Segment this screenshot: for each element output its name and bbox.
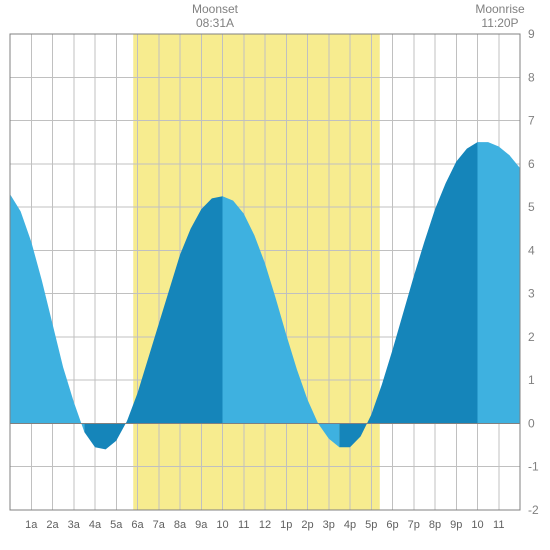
x-tick-label: 10 [471, 519, 483, 531]
chart-svg: -2-101234567891a2a3a4a5a6a7a8a9a1011121p… [0, 0, 550, 550]
y-tick-label: -1 [528, 460, 539, 474]
x-tick-label: 10 [216, 519, 228, 531]
x-tick-label: 5p [365, 519, 377, 531]
x-tick-label: 8p [429, 519, 441, 531]
y-tick-label: 2 [528, 330, 535, 344]
y-tick-label: 8 [528, 70, 535, 84]
x-tick-label: 4a [89, 519, 102, 531]
x-tick-label: 5a [110, 519, 123, 531]
x-tick-label: 1p [280, 519, 292, 531]
x-tick-label: 2a [46, 519, 59, 531]
x-tick-label: 1a [25, 519, 38, 531]
x-tick-label: 7p [408, 519, 420, 531]
y-tick-label: 9 [528, 27, 535, 41]
x-tick-label: 11 [238, 519, 249, 531]
tide-segment [478, 142, 521, 423]
x-tick-label: 12 [259, 519, 271, 531]
x-tick-label: 6a [131, 519, 144, 531]
x-tick-label: 6p [386, 519, 398, 531]
y-tick-label: 6 [528, 157, 535, 171]
moonset-time: 08:31A [196, 16, 234, 32]
y-tick-label: 4 [528, 243, 535, 257]
x-tick-label: 7a [153, 519, 166, 531]
x-tick-label: 8a [174, 519, 187, 531]
x-tick-label: 9p [450, 519, 462, 531]
y-tick-label: 1 [528, 373, 535, 387]
x-tick-label: 9a [195, 519, 208, 531]
x-tick-label: 11 [493, 519, 504, 531]
tide-chart: Moonset 08:31A Moonrise 11:20P -2-101234… [0, 0, 550, 550]
x-tick-label: 3a [68, 519, 81, 531]
y-tick-label: 3 [528, 287, 535, 301]
x-tick-label: 2p [301, 519, 313, 531]
x-tick-label: 3p [323, 519, 335, 531]
x-tick-label: 4p [344, 519, 356, 531]
y-tick-label: 5 [528, 200, 535, 214]
y-tick-label: 7 [528, 114, 535, 128]
y-tick-label: 0 [528, 416, 535, 430]
moonrise-time: 11:20P [481, 16, 518, 32]
y-tick-label: -2 [528, 503, 539, 517]
